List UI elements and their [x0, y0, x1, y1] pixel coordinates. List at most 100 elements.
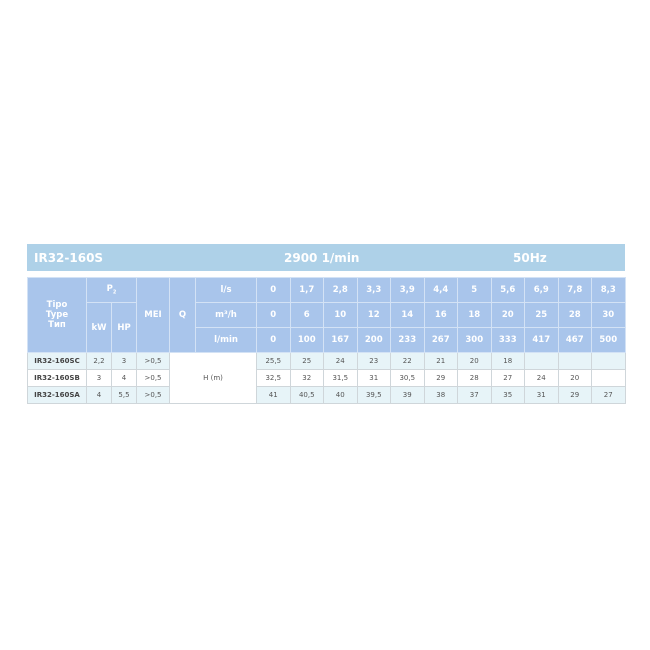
head-value-cell: 31,5	[323, 369, 358, 387]
flow-lmin-cell: 333	[490, 327, 525, 353]
unit-ls: l/s	[195, 277, 257, 303]
head-value-cell: 22	[390, 352, 425, 370]
flow-ls-cell: 5,6	[490, 277, 525, 303]
flow-lmin-cell: 0	[256, 327, 291, 353]
flow-lmin-cell: 300	[457, 327, 492, 353]
head-value-cell	[557, 352, 592, 370]
head-value-cell: 25	[289, 352, 324, 370]
kw-cell: 4	[86, 386, 112, 404]
flow-ls-cell: 5	[457, 277, 492, 303]
head-value-cell: 32,5	[256, 369, 291, 387]
head-value-cell: 32	[289, 369, 324, 387]
flow-lmin-cell: 200	[356, 327, 391, 353]
head-value-cell: 38	[423, 386, 458, 404]
hp-cell: 3	[111, 352, 137, 370]
performance-table: Tipo Type Тип P2 MEI Q l/s 0 1,7 2,8 3,3 3,9…	[27, 277, 626, 404]
hp-cell: 4	[111, 369, 137, 387]
head-value-cell: 41	[256, 386, 291, 404]
flow-ls-cell: 3,9	[390, 277, 425, 303]
head-label-cell: H (m)	[169, 352, 257, 404]
flow-ls-cell: 0	[256, 277, 291, 303]
flow-lmin-cell: 500	[591, 327, 626, 353]
flow-m3h-cell: 18	[457, 302, 492, 328]
model-cell: IR32-160SC	[27, 352, 87, 370]
model-cell: IR32-160SA	[27, 386, 87, 404]
head-value-cell: 28	[457, 369, 492, 387]
flow-m3h-cell: 20	[490, 302, 525, 328]
head-value-cell	[524, 352, 559, 370]
head-value-cell: 39	[390, 386, 425, 404]
power-sub: 2	[112, 289, 117, 296]
flow-lmin-cell: 467	[557, 327, 592, 353]
power-label: P	[106, 284, 113, 295]
kw-header: kW	[86, 302, 112, 353]
head-value-cell: 29	[423, 369, 458, 387]
mei-header: MEI	[136, 277, 170, 353]
flow-m3h-cell: 12	[356, 302, 391, 328]
head-value-cell: 31	[356, 369, 391, 387]
head-value-cell: 20	[457, 352, 492, 370]
flow-m3h-cell: 28	[557, 302, 592, 328]
head-value-cell: 27	[591, 386, 626, 404]
q-header: Q	[169, 277, 196, 353]
flow-lmin-cell: 233	[390, 327, 425, 353]
frequency-title: 50Hz	[513, 251, 547, 265]
flow-m3h-cell: 30	[591, 302, 626, 328]
flow-ls-cell: 8,3	[591, 277, 626, 303]
head-value-cell	[591, 369, 626, 387]
hp-header: HP	[111, 302, 137, 353]
head-value-cell: 30,5	[390, 369, 425, 387]
hp-cell: 5,5	[111, 386, 137, 404]
head-value-cell: 25,5	[256, 352, 291, 370]
table-row: IR32-160SC 2,2 3 >0,5 H (m) 25,5 25 24 23 22 21 20 1…	[27, 352, 626, 404]
head-value-cell: 37	[457, 386, 492, 404]
head-value-cell: 31	[524, 386, 559, 404]
head-value-cell: 40	[323, 386, 358, 404]
flow-m3h-cell: 0	[256, 302, 291, 328]
flow-m3h-cell: 14	[390, 302, 425, 328]
head-value-cell: 27	[490, 369, 525, 387]
mei-cell: >0,5	[136, 386, 170, 404]
type-label-en: Type	[45, 310, 69, 320]
power-header: P2	[86, 277, 137, 303]
flow-m3h-cell: 6	[289, 302, 324, 328]
unit-lmin: l/min	[195, 327, 257, 353]
head-value-cell: 35	[490, 386, 525, 404]
title-bar: IR32-160S 2900 1/min 50Hz	[27, 244, 625, 271]
flow-ls-cell: 6,9	[524, 277, 559, 303]
flow-ls-cell: 7,8	[557, 277, 592, 303]
unit-m3h: m³/h	[195, 302, 257, 328]
mei-cell: >0,5	[136, 369, 170, 387]
table-row: IR32-160SA 4 5,5 >0,5 41 40,5 40 39,5 39 38 37 35 31…	[27, 386, 626, 404]
flow-ls-cell: 2,8	[323, 277, 358, 303]
head-value-cell: 23	[356, 352, 391, 370]
head-value-cell	[591, 352, 626, 370]
kw-cell: 3	[86, 369, 112, 387]
head-value-cell: 21	[423, 352, 458, 370]
model-title: IR32-160S	[34, 251, 104, 265]
model-cell: IR32-160SB	[27, 369, 87, 387]
flow-m3h-cell: 16	[423, 302, 458, 328]
head-value-cell: 24	[524, 369, 559, 387]
head-value-cell: 24	[323, 352, 358, 370]
flow-ls-cell: 3,3	[356, 277, 391, 303]
kw-cell: 2,2	[86, 352, 112, 370]
flow-ls-cell: 1,7	[289, 277, 324, 303]
flow-lmin-cell: 417	[524, 327, 559, 353]
flow-m3h-cell: 25	[524, 302, 559, 328]
type-label-it: Tipo	[46, 300, 68, 310]
head-value-cell: 40,5	[289, 386, 324, 404]
flow-lmin-cell: 167	[323, 327, 358, 353]
table-row: IR32-160SB 3 4 >0,5 32,5 32 31,5 31 30,5 29 28 27 24…	[27, 369, 626, 387]
type-label-ru: Тип	[48, 320, 66, 330]
flow-lmin-cell: 267	[423, 327, 458, 353]
head-value-cell: 39,5	[356, 386, 391, 404]
flow-ls-cell: 4,4	[423, 277, 458, 303]
flow-lmin-cell: 100	[289, 327, 324, 353]
mei-cell: >0,5	[136, 352, 170, 370]
head-value-cell: 20	[557, 369, 592, 387]
head-value-cell: 29	[557, 386, 592, 404]
speed-title: 2900 1/min	[284, 251, 360, 265]
head-value-cell: 18	[490, 352, 525, 370]
flow-m3h-cell: 10	[323, 302, 358, 328]
